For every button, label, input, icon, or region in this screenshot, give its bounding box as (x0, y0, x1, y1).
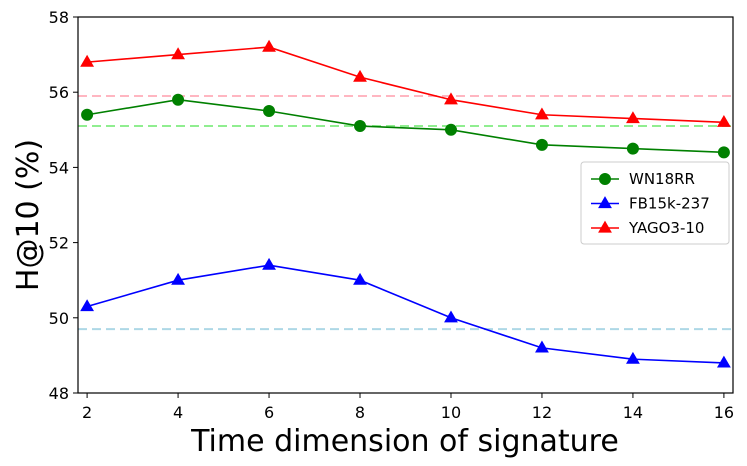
legend-label-wn18rr: WN18RR (629, 170, 695, 188)
data-point-fb15k-237 (353, 272, 367, 285)
data-point-fb15k-237 (535, 340, 549, 353)
legend-marker-yago3-10 (598, 220, 612, 233)
plot-frame (77, 16, 734, 394)
axes: 2 4 6 8 10 12 14 16 48 50 52 54 56 58 (49, 8, 734, 422)
data-point-wn18rr (717, 146, 730, 159)
data-point-yago3-10 (353, 69, 367, 82)
series-line-wn18rr (86, 98, 724, 154)
x-tick-label: 2 (82, 403, 92, 422)
x-tick-label: 10 (441, 403, 461, 422)
data-point-wn18rr (354, 120, 367, 133)
data-point-wn18rr (81, 108, 94, 121)
data-point-wn18rr (535, 138, 548, 151)
data-point-yago3-10 (716, 114, 731, 127)
series-line-yago3-10 (87, 46, 724, 124)
data-point-fb15k-237 (716, 355, 731, 368)
data-point-yago3-10 (262, 39, 276, 52)
x-tick-label: 4 (173, 403, 183, 422)
data-point-yago3-10 (80, 54, 95, 67)
legend-marker-wn18rr (599, 173, 611, 185)
x-tick-label: 16 (714, 403, 734, 422)
y-tick-label: 52 (49, 234, 69, 253)
data-point-fb15k-237 (80, 299, 95, 312)
baselines (78, 94, 733, 331)
y-tick-label: 54 (49, 158, 69, 177)
data-point-fb15k-237 (626, 351, 640, 364)
y-axis-label: H@10 (%) (11, 139, 46, 291)
data-point-wn18rr (444, 123, 457, 136)
series-line-fb15k-237 (86, 264, 724, 364)
legend-box (580, 161, 730, 245)
legend: WN18RR FB15k-237 YAGO3-10 (580, 161, 730, 245)
y-tick-label: 48 (49, 384, 69, 403)
legend-marker-fb15k-237 (598, 196, 612, 209)
x-tick-label: 6 (264, 403, 274, 422)
data-point-yago3-10 (535, 107, 549, 120)
y-tick-label: 58 (49, 8, 69, 27)
x-axis-label: Time dimension of signature (190, 424, 619, 459)
series-lines (80, 39, 731, 368)
data-point-wn18rr (626, 142, 639, 155)
data-point-fb15k-237 (262, 257, 276, 270)
data-point-yago3-10 (626, 111, 640, 124)
x-tick-label: 8 (355, 403, 365, 422)
legend-label-yago3-10: YAGO3-10 (628, 219, 704, 237)
data-point-fb15k-237 (171, 272, 185, 285)
y-tick-label: 50 (49, 309, 69, 328)
data-point-fb15k-237 (444, 310, 458, 323)
data-point-yago3-10 (171, 47, 185, 60)
data-point-wn18rr (172, 93, 185, 106)
x-tick-label: 12 (532, 403, 552, 422)
data-point-wn18rr (263, 105, 276, 117)
data-point-yago3-10 (444, 92, 458, 105)
x-tick-label: 14 (623, 403, 643, 422)
y-tick-label: 56 (49, 83, 69, 102)
legend-label-fb15k-237: FB15k-237 (629, 195, 710, 213)
